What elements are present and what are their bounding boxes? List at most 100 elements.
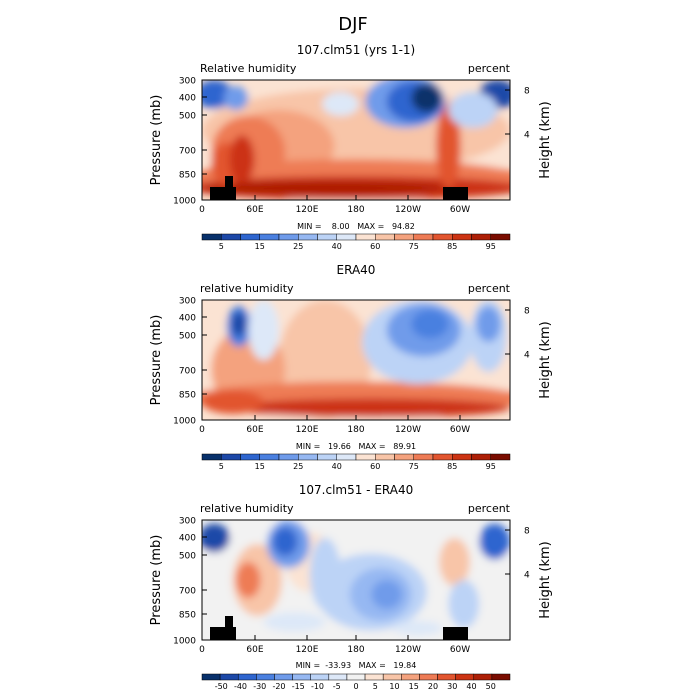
colorbar-tick-label: -15 [292, 682, 305, 691]
topography-mask [210, 616, 468, 640]
x-tick-label: 60W [450, 205, 470, 215]
topography-block [443, 627, 468, 640]
panel-era40: ERA40 relative humidity percent MIN = 19… [149, 263, 553, 471]
x-tick-label: 60E [246, 645, 263, 655]
colorbar-swatch [259, 233, 280, 241]
x-tick-label: 120E [296, 645, 319, 655]
colorbar-swatch [413, 233, 434, 241]
colorbar-swatch [240, 453, 260, 461]
colorbar-swatch [452, 233, 472, 241]
contour-region [202, 390, 264, 414]
contour-region [235, 562, 261, 598]
contour-region [232, 398, 510, 418]
colorbar-swatch [336, 453, 357, 461]
panel-difference: 107.clm51 - ERA40 relative humidity perc… [149, 483, 553, 691]
y-tick-label: 400 [179, 314, 196, 324]
contour-region [263, 612, 326, 632]
colorbar-swatch [278, 233, 299, 241]
colorbar-swatch [471, 233, 491, 241]
x-tick-label: 180 [347, 425, 364, 435]
units-label: percent [468, 282, 511, 295]
colorbar-swatch [394, 233, 414, 241]
units-label: percent [468, 502, 511, 515]
panel-model: 107.clm51 (yrs 1-1) Relative humidity pe… [149, 43, 553, 251]
contour-region [248, 300, 279, 360]
y-tick-label: 700 [179, 367, 196, 377]
colorbar-swatch [364, 673, 384, 681]
y-tick-label: 1000 [173, 637, 196, 647]
x-tick-label: 120W [395, 645, 421, 655]
colorbar-swatch [317, 233, 337, 241]
colorbar-swatch [240, 233, 260, 241]
y-tick-label: 700 [179, 147, 196, 157]
contour-region [439, 538, 470, 586]
y2-tick-label: 4 [524, 351, 530, 361]
colorbar-tick-label: 0 [353, 682, 358, 691]
colorbar-tick-label: -10 [311, 682, 324, 691]
colorbar-swatch [401, 673, 420, 681]
heatmap-field [202, 520, 510, 640]
x-tick-label: 60E [246, 205, 263, 215]
contour-region [322, 92, 360, 116]
x-tick-label: 60W [450, 425, 470, 435]
colorbar-tick-label: 15 [409, 682, 419, 691]
y-tick-label: 300 [179, 517, 196, 527]
x-tick-label: 120W [395, 425, 421, 435]
min-max-label: MIN = 8.00 MAX = 94.82 [297, 222, 415, 231]
colorbar-swatch [490, 453, 511, 461]
topography-block [225, 176, 233, 200]
x-tick-label: 120E [296, 425, 319, 435]
colorbar-swatch [355, 233, 376, 241]
contour-region [272, 527, 298, 556]
colorbar-tick-label: 85 [447, 462, 457, 471]
colorbar-swatch [201, 233, 222, 241]
topography-mask [210, 176, 468, 200]
x-tick-label: 0 [199, 205, 205, 215]
colorbar-tick-label: 40 [332, 242, 342, 251]
colorbar-swatch [298, 233, 318, 241]
contour-region [202, 180, 449, 196]
variable-label: relative humidity [200, 282, 294, 295]
x-tick-label: 120E [296, 205, 319, 215]
y-tick-label: 500 [179, 332, 196, 342]
y-tick-label: 500 [179, 552, 196, 562]
colorbar-tick-label: 25 [293, 462, 303, 471]
colorbar-tick-label: 15 [255, 462, 265, 471]
colorbar-swatch [221, 453, 241, 461]
colorbar-swatch [355, 453, 376, 461]
topography-block [443, 187, 468, 200]
colorbar-swatch [471, 453, 491, 461]
y-tick-label: 300 [179, 77, 196, 87]
colorbar-tick-label: 40 [466, 682, 476, 691]
y2-axis-title: Height (km) [538, 101, 553, 178]
colorbar-swatch [317, 453, 337, 461]
colorbar-swatch [455, 673, 475, 681]
y2-axis-title: Height (km) [538, 541, 553, 618]
x-tick-label: 60W [450, 645, 470, 655]
contour-region [411, 83, 443, 113]
y2-tick-label: 8 [524, 87, 530, 97]
colorbar-swatch [221, 233, 241, 241]
units-label: percent [468, 62, 511, 75]
panel-title: ERA40 [337, 263, 376, 277]
colorbar-swatch [491, 673, 511, 681]
heatmap-field [202, 80, 510, 200]
y-tick-label: 850 [179, 391, 196, 401]
colorbar-swatch [219, 673, 239, 681]
x-tick-label: 0 [199, 645, 205, 655]
y-tick-label: 400 [179, 534, 196, 544]
colorbar-tick-label: 95 [486, 462, 496, 471]
contour-region [202, 523, 230, 553]
colorbar-swatch [490, 233, 511, 241]
colorbar-tick-label: 5 [373, 682, 378, 691]
colorbar-tick-label: 75 [409, 462, 419, 471]
y-axis-title: Pressure (mb) [149, 535, 164, 626]
contour-region [231, 312, 247, 336]
colorbar-swatch [419, 673, 438, 681]
colorbar-swatch [375, 453, 395, 461]
contour-region [223, 86, 249, 110]
contour-region [371, 580, 403, 609]
variable-label: Relative humidity [200, 62, 297, 75]
y-tick-label: 1000 [173, 417, 196, 427]
colorbar-tick-label: 75 [409, 242, 419, 251]
